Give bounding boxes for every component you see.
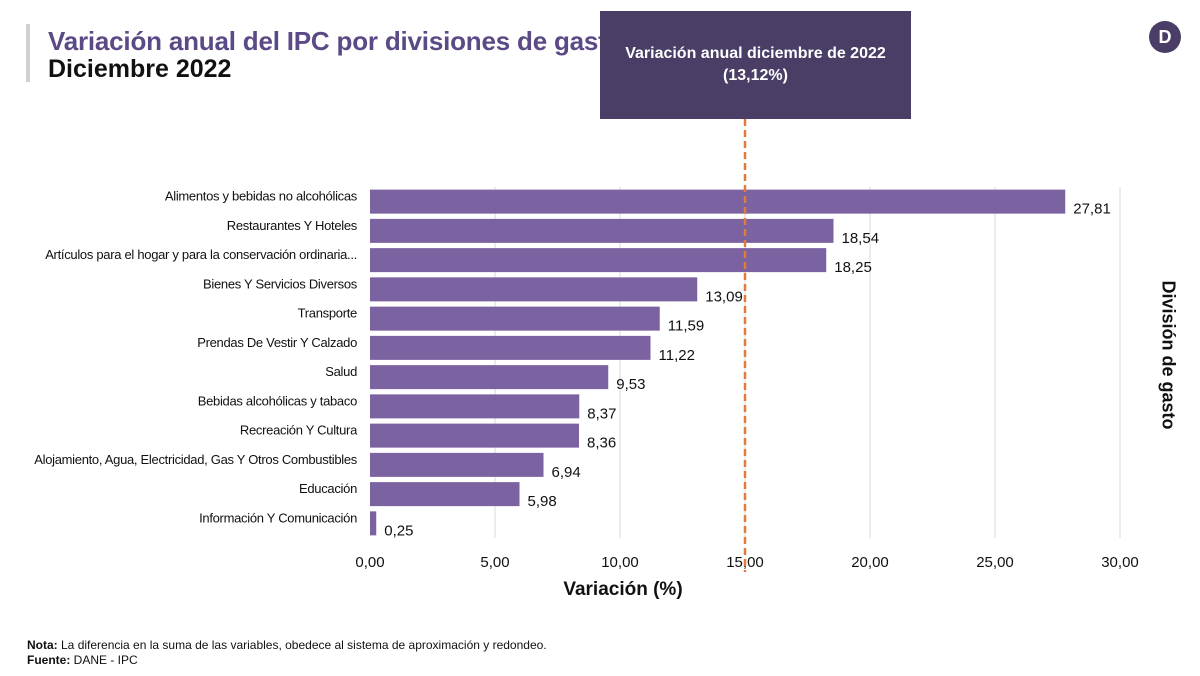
- bar: [370, 218, 834, 243]
- x-tick-label: 5,00: [480, 554, 509, 571]
- bar: [370, 306, 660, 331]
- bar: [370, 248, 827, 273]
- category-label: Bebidas alcohólicas y tabaco: [198, 393, 357, 408]
- category-label: Restaurantes Y Hoteles: [227, 218, 358, 233]
- bar: [370, 189, 1066, 214]
- x-axis-title: Variación (%): [563, 579, 682, 600]
- category-label: Alojamiento, Agua, Electricidad, Gas Y O…: [34, 452, 358, 467]
- y-axis-title: División de gasto: [1158, 280, 1179, 430]
- value-label: 6,94: [552, 464, 581, 481]
- value-label: 18,54: [842, 230, 880, 247]
- source-text: DANE - IPC: [70, 653, 138, 667]
- bar: [370, 452, 544, 477]
- source-label: Fuente:: [27, 653, 71, 667]
- bar: [370, 277, 698, 302]
- category-label: Educación: [299, 481, 357, 496]
- value-label: 27,81: [1073, 201, 1111, 218]
- x-tick-label: 0,00: [355, 554, 384, 571]
- value-label: 8,36: [587, 435, 616, 452]
- category-label: Recreación Y Cultura: [240, 423, 358, 438]
- chart-subtitle: Diciembre 2022: [48, 55, 232, 83]
- chart-title: Variación anual del IPC por divisiones d…: [48, 26, 623, 56]
- category-label: Bienes Y Servicios Diversos: [203, 276, 358, 291]
- x-tick-label: 25,00: [976, 554, 1014, 571]
- value-label: 9,53: [616, 376, 645, 393]
- value-label: 11,59: [668, 318, 704, 335]
- reference-annotation-line2: (13,12%): [723, 67, 788, 84]
- category-label: Artículos para el hogar y para la conser…: [45, 247, 357, 262]
- value-label: 11,22: [659, 347, 695, 364]
- note-line: Nota: La diferencia en la suma de las va…: [27, 638, 547, 653]
- note-label: Nota:: [27, 638, 58, 652]
- brand-logo-icon: D: [1149, 21, 1181, 53]
- title-accent-bar: [26, 24, 30, 82]
- x-tick-label: 10,00: [601, 554, 639, 571]
- category-label: Transporte: [298, 306, 357, 321]
- bar: [370, 423, 579, 448]
- value-label: 8,37: [587, 405, 616, 422]
- value-label: 13,09: [705, 288, 743, 305]
- category-label: Información Y Comunicación: [199, 510, 357, 525]
- bar: [370, 335, 651, 360]
- bar: [370, 482, 520, 507]
- x-tick-label: 30,00: [1101, 554, 1139, 571]
- footnotes: Nota: La diferencia en la suma de las va…: [27, 638, 547, 668]
- category-label: Alimentos y bebidas no alcohólicas: [165, 189, 358, 204]
- value-label: 0,25: [384, 522, 413, 539]
- x-tick-label: 20,00: [851, 554, 889, 571]
- category-label: Prendas De Vestir Y Calzado: [197, 335, 357, 350]
- value-label: 18,25: [834, 259, 872, 276]
- bar: [370, 511, 377, 536]
- source-line: Fuente: DANE - IPC: [27, 653, 547, 668]
- reference-annotation-box: Variación anual diciembre de 2022 (13,12…: [600, 11, 911, 119]
- note-text: La diferencia en la suma de las variable…: [57, 638, 547, 652]
- bar: [370, 365, 609, 390]
- value-label: 5,98: [528, 493, 557, 510]
- reference-annotation-line1: Variación anual diciembre de 2022: [625, 45, 886, 62]
- category-label: Salud: [325, 364, 357, 379]
- bar: [370, 394, 580, 419]
